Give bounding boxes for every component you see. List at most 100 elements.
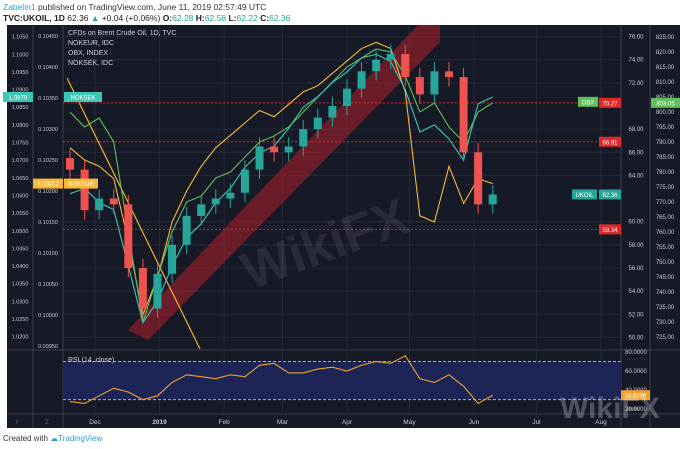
legend-item: NOKEUR, IDC bbox=[68, 40, 114, 47]
time-tick-Aug: Aug bbox=[595, 419, 607, 426]
up-arrow-icon: ▲ bbox=[90, 13, 100, 23]
brent-axis-tick: 54.00 bbox=[628, 289, 644, 295]
time-tick-Mar: Mar bbox=[277, 419, 289, 426]
obx-axis-tick: 745.00 bbox=[656, 275, 675, 281]
high-value: 62.58 bbox=[204, 13, 227, 23]
publish-text: published on TradingView.com, June 11, 2… bbox=[37, 2, 267, 12]
nokeur-axis-tick: 0.10350 bbox=[38, 96, 58, 102]
noksek-axis-tick: 1.0400 bbox=[12, 264, 29, 270]
candle-body bbox=[488, 194, 497, 205]
brent-axis-tick: 60.00 bbox=[628, 220, 644, 226]
obx-symbol-tag: OBX bbox=[582, 100, 595, 106]
level-label bbox=[599, 136, 621, 147]
rising-channel bbox=[128, 25, 440, 340]
tradingview-link[interactable]: TradingView bbox=[58, 434, 103, 443]
candle-body bbox=[255, 146, 264, 170]
nokeur-axis-tick: 0.10450 bbox=[38, 34, 58, 40]
obx-axis-tick: 755.00 bbox=[656, 245, 675, 251]
obx-axis-tick: 770.00 bbox=[656, 200, 675, 206]
candle-body bbox=[284, 146, 293, 153]
nokeur-axis-tick: 0.10250 bbox=[38, 158, 58, 164]
candle-body bbox=[372, 59, 381, 72]
candle-body bbox=[211, 198, 220, 205]
nokeur-last-value: 0.10212 bbox=[37, 182, 59, 188]
scale-button-Y[interactable]: Y bbox=[15, 420, 19, 426]
scale-button-Z[interactable]: Z bbox=[45, 420, 49, 426]
candle-body bbox=[459, 77, 468, 153]
obx-axis-tick: 785.00 bbox=[656, 155, 675, 161]
candle-body bbox=[197, 204, 206, 216]
created-with: Created with bbox=[3, 434, 48, 443]
footer: Created with ☁TradingView bbox=[3, 434, 102, 443]
obx-axis-tick: 725.00 bbox=[656, 335, 675, 341]
brent-last-value-bg bbox=[599, 189, 621, 200]
candle-body bbox=[328, 106, 337, 118]
obx-last-value: 803.05 bbox=[656, 101, 675, 107]
candle-body bbox=[109, 198, 118, 205]
candle-body bbox=[270, 146, 279, 153]
noksek-axis-tick: 1.0500 bbox=[12, 229, 29, 235]
obx-axis-tick: 820.00 bbox=[656, 50, 675, 56]
rsi-band bbox=[63, 361, 621, 400]
candle-body bbox=[299, 129, 308, 147]
candle-body bbox=[313, 117, 322, 130]
obx-axis-tick: 795.00 bbox=[656, 125, 675, 131]
nokeur-axis-tick: 0.10050 bbox=[38, 282, 58, 288]
noksek-axis-tick: 1.0600 bbox=[12, 193, 29, 199]
noksek-axis-tick: 1.1000 bbox=[12, 52, 29, 58]
noksek-axis-tick: 1.0350 bbox=[12, 282, 29, 288]
noksek-symbol-tag-bg bbox=[64, 92, 102, 102]
rsi-axis-tick: 80.0000 bbox=[625, 350, 647, 356]
rsi-last-value-bg bbox=[621, 390, 650, 401]
noksek-axis-tick: 1.0450 bbox=[12, 246, 29, 252]
open-label: O: bbox=[162, 13, 173, 23]
obx-axis-tick: 825.00 bbox=[656, 35, 675, 41]
rsi-title: RSI (14, close) bbox=[68, 357, 114, 364]
level-label bbox=[599, 97, 621, 108]
obx-axis-tick: 790.00 bbox=[656, 140, 675, 146]
noksek-axis-tick: 1.0250 bbox=[12, 317, 29, 323]
nokeur-symbol-tag-bg bbox=[64, 178, 98, 189]
candle-body bbox=[138, 268, 147, 309]
tradingview-logo-icon: ☁ bbox=[50, 434, 59, 443]
candle-body bbox=[342, 88, 351, 106]
low-value: 62.22 bbox=[236, 13, 258, 23]
candle-body bbox=[124, 204, 133, 268]
nokeur-axis-tick: 0.10000 bbox=[38, 313, 58, 319]
obx-axis-tick: 735.00 bbox=[656, 305, 675, 311]
time-tick-Dec: Dec bbox=[89, 419, 101, 426]
candle-body bbox=[357, 71, 366, 89]
level-value: 70.27 bbox=[602, 101, 618, 107]
nokeur-axis-tick: 0.10100 bbox=[38, 251, 58, 257]
brent-axis-tick: 74.00 bbox=[628, 58, 644, 64]
high-label: H: bbox=[195, 13, 205, 23]
time-tick-Feb: Feb bbox=[219, 419, 231, 426]
candle-body bbox=[240, 169, 249, 193]
obx-axis-tick: 775.00 bbox=[656, 185, 675, 191]
obx-axis-tick: 760.00 bbox=[656, 230, 675, 236]
brent-axis-tick: 52.00 bbox=[628, 312, 644, 318]
time-tick-May: May bbox=[403, 419, 416, 426]
candle-body bbox=[95, 198, 104, 211]
nokeur-axis-tick: 0.09950 bbox=[38, 344, 58, 350]
symbol: TVC:UKOIL, 1D bbox=[3, 13, 65, 23]
candle-body bbox=[80, 169, 89, 211]
chart-canvas[interactable]: Dec 2019 Feb Mar Apr May Jun Jul Aug Y Z 76.00 74.00… bbox=[0, 0, 680, 432]
obx-axis-tick: 730.00 bbox=[656, 320, 675, 326]
noksek-last-value-bg bbox=[3, 92, 33, 102]
author-link[interactable]: Zabelin1 bbox=[3, 2, 36, 12]
noksek-axis-tick: 1.0850 bbox=[12, 105, 29, 111]
noksek-axis-tick: 1.0550 bbox=[12, 211, 29, 217]
candle-body bbox=[445, 71, 454, 78]
candle-body bbox=[153, 273, 162, 309]
brent-axis-tick: 56.00 bbox=[628, 266, 644, 272]
level-label bbox=[599, 224, 621, 235]
nokeur-axis-tick: 0.10300 bbox=[38, 127, 58, 133]
obx-axis-tick: 810.00 bbox=[656, 80, 675, 86]
brent-axis-tick: 66.00 bbox=[628, 150, 644, 156]
obx-axis-tick: 815.00 bbox=[656, 65, 675, 71]
publish-info: Zabelin1 published on TradingView.com, J… bbox=[3, 2, 266, 12]
noksek-axis-tick: 1.0700 bbox=[12, 158, 29, 164]
noksek-axis-tick: 1.0650 bbox=[12, 176, 29, 182]
price-change: +0.04 (+0.06%) bbox=[101, 13, 161, 23]
